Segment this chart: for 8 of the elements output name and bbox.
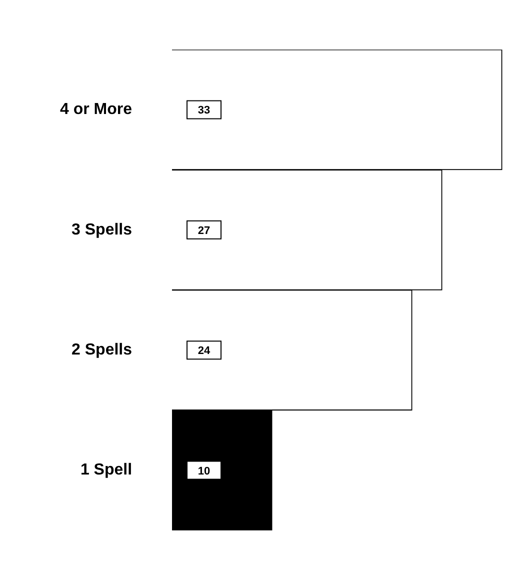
y-tick-label: 2 Spells: [72, 342, 132, 359]
data-label: 10: [198, 465, 210, 478]
data-label: 24: [198, 345, 212, 358]
data-label: 33: [198, 104, 210, 117]
y-tick-label: 1 Spell: [80, 462, 132, 479]
y-tick-label: 3 Spells: [72, 221, 132, 238]
y-tick-label: 4 or More: [60, 101, 132, 118]
data-label: 27: [198, 224, 210, 237]
